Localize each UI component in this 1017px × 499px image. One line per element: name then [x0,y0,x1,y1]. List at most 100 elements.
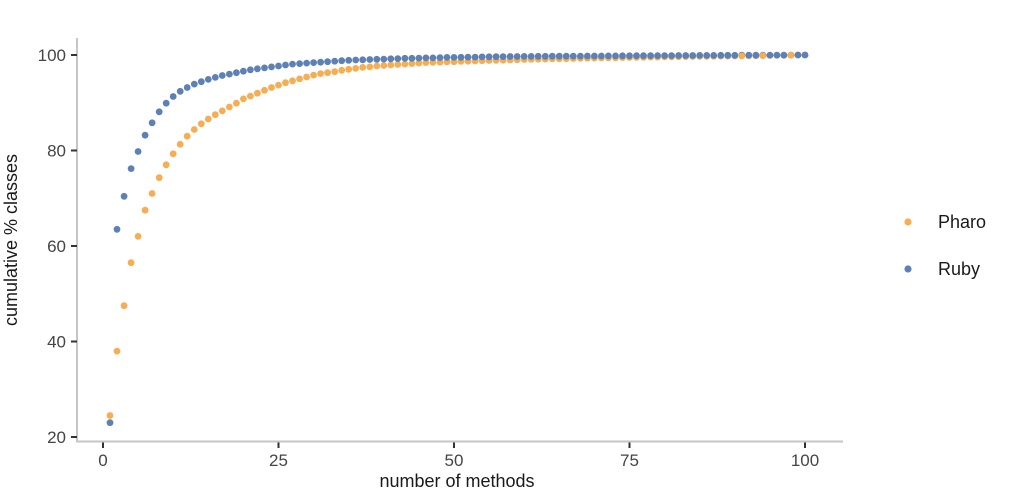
data-point [240,67,247,75]
data-point [289,60,296,68]
data-point [352,65,360,72]
data-point [211,111,219,119]
legend-label: Ruby [938,259,980,279]
data-point [211,74,219,81]
data-point [380,62,388,69]
data-point [289,77,296,85]
data-point [373,62,381,70]
data-point [429,54,437,62]
data-point [710,52,718,59]
legend-label: Pharo [938,212,986,232]
data-point [408,60,416,67]
data-point [190,80,198,88]
data-point [787,51,795,59]
y-tick-label: 100 [38,46,66,65]
data-point [724,51,732,59]
data-point [254,89,261,97]
ruby-legend-dot-icon [904,265,912,273]
x-tick-label: 50 [445,451,464,470]
data-point [752,51,760,59]
data-point [127,165,135,173]
legend-item-ruby: Ruby [904,259,980,279]
data-point [640,52,647,60]
x-tick-label: 0 [98,451,107,470]
data-point [485,53,493,61]
data-point [780,51,788,59]
y-tick-label: 40 [47,333,66,352]
data-point [675,52,682,59]
data-point [183,84,191,91]
data-point [359,64,367,71]
data-point [338,57,346,65]
data-point [366,56,374,63]
data-point [169,150,177,158]
data-point [408,54,416,62]
x-axis-title: number of methods [379,471,534,491]
data-point [338,66,346,74]
data-point [233,69,240,77]
data-point [415,59,423,67]
data-point [457,53,465,61]
data-point [247,66,254,74]
data-point [443,54,451,61]
data-point [204,76,212,83]
data-point [317,58,324,66]
data-point [247,92,254,100]
data-point [605,52,612,60]
data-point [148,190,156,197]
data-point [324,69,331,77]
data-point [345,65,353,73]
data-point [162,99,170,107]
data-point [738,52,746,60]
data-point [218,107,226,115]
data-point [633,52,640,60]
data-point [204,115,212,123]
data-point [415,54,423,62]
data-point [310,71,317,79]
data-point [422,59,430,66]
data-point [801,51,809,59]
y-axis-ticks [71,54,77,438]
data-point [226,103,233,111]
data-point [155,174,163,182]
data-point [240,95,247,103]
data-point [218,72,226,79]
data-point [303,73,310,81]
data-point [197,78,205,86]
data-point [401,54,409,62]
y-tick-label: 60 [47,237,66,256]
data-point [134,148,142,155]
data-point [296,75,303,83]
data-point [275,62,282,70]
data-point [113,347,121,355]
data-point [261,86,268,94]
x-axis-labels: 0 25 50 75 100 [98,451,819,470]
data-point [717,51,725,59]
data-point [282,61,289,69]
data-point [387,55,395,63]
data-point [394,55,402,62]
data-point [422,54,430,62]
data-point [282,79,289,87]
data-point [324,58,331,66]
data-point [682,52,690,59]
data-point [612,52,619,60]
data-point [176,140,184,148]
data-point [366,63,374,71]
data-point [626,52,633,60]
data-point [113,225,121,233]
data-point [696,52,704,59]
data-point [492,53,500,61]
data-point [759,52,767,59]
data-point [345,56,353,64]
data-point [233,99,240,107]
x-axis-ticks [102,442,806,448]
data-point [584,52,591,60]
data-point [478,53,486,61]
data-point [555,52,563,60]
data-point [436,54,444,61]
data-point [569,52,577,60]
data-point [162,161,170,169]
data-point [303,59,310,67]
